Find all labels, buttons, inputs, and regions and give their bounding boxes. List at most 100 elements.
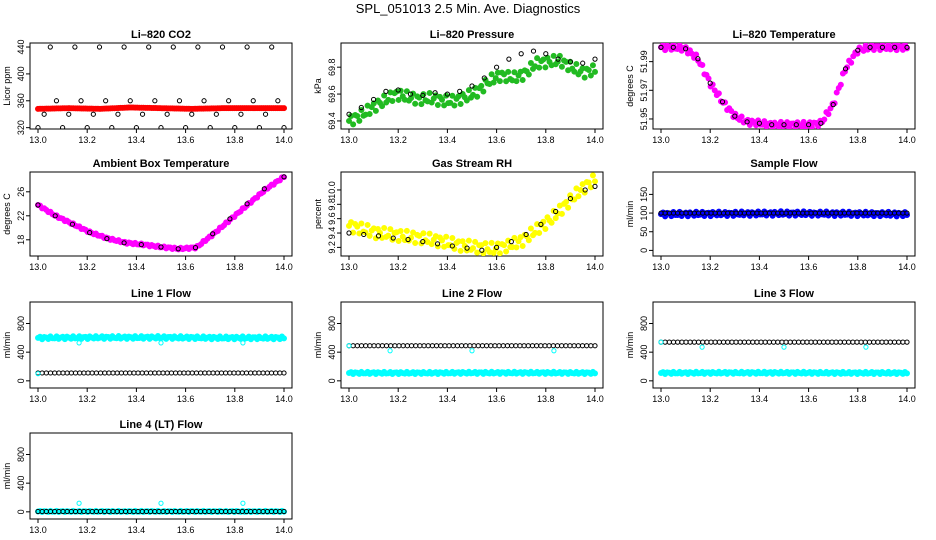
data-point — [354, 112, 361, 119]
x-tick-label: 13.0 — [652, 394, 670, 404]
y-tick-label: 360 — [16, 93, 26, 108]
data-point — [213, 111, 219, 117]
data-point — [525, 237, 532, 244]
x-tick-label: 13.2 — [701, 394, 719, 404]
data-point — [395, 87, 401, 93]
series-colored — [35, 174, 287, 253]
data-point — [273, 370, 279, 376]
data-point — [687, 339, 693, 345]
series-colored — [658, 43, 911, 129]
data-point — [494, 244, 500, 250]
y-tick-label: 0 — [639, 248, 649, 253]
y-tick-label: 50 — [639, 227, 649, 237]
data-point — [385, 232, 392, 239]
data-point — [465, 237, 472, 244]
y-axis-label: kPa — [313, 78, 323, 94]
y-tick-label: 800 — [16, 316, 26, 331]
panel-line4: Line 4 (LT) Flow 13.0 13.2 13.4 13.6 13.8 14.0… — [2, 419, 293, 535]
data-point — [554, 343, 561, 349]
data-point — [39, 370, 45, 376]
plot-frame — [29, 301, 293, 389]
data-point — [550, 343, 556, 349]
data-point — [350, 343, 356, 349]
data-point — [47, 44, 53, 50]
data-point — [239, 370, 245, 376]
x-tick-label: 13.2 — [701, 262, 719, 272]
data-point — [202, 370, 208, 376]
data-point — [527, 225, 534, 232]
panel-title: Li–820 CO2 — [131, 29, 191, 41]
data-point — [432, 90, 438, 96]
data-point — [405, 236, 411, 243]
data-point — [504, 343, 511, 349]
data-point — [240, 340, 246, 346]
data-point — [592, 178, 599, 185]
data-point — [585, 179, 592, 186]
data-point — [732, 113, 738, 119]
data-point — [779, 339, 785, 345]
data-point — [509, 343, 515, 349]
x-tick-label: 13.8 — [849, 394, 867, 404]
data-point — [97, 370, 104, 376]
data-point — [744, 119, 750, 125]
data-point — [846, 339, 852, 345]
data-point — [104, 236, 110, 242]
data-point — [109, 125, 115, 129]
series-colored — [35, 333, 287, 343]
data-point — [275, 98, 281, 104]
data-point — [821, 339, 827, 345]
data-point — [841, 339, 848, 345]
data-point — [488, 239, 495, 246]
data-point — [115, 111, 121, 117]
data-point — [565, 204, 572, 211]
data-point — [412, 100, 419, 107]
y-tick-label: 440 — [16, 40, 26, 55]
x-tick-label: 14.0 — [586, 135, 604, 145]
data-point — [60, 125, 66, 129]
x-tick-label: 13.0 — [29, 135, 47, 145]
data-point — [350, 229, 357, 236]
data-point — [548, 219, 555, 226]
data-point — [469, 83, 475, 89]
data-point — [691, 339, 697, 345]
data-point — [563, 199, 570, 206]
data-point — [816, 339, 823, 345]
data-point — [346, 230, 352, 236]
x-tick-label: 14.0 — [898, 394, 916, 404]
data-point — [346, 111, 352, 117]
data-point — [592, 68, 599, 75]
data-point — [78, 98, 84, 104]
data-point — [198, 370, 204, 376]
data-point — [592, 183, 598, 189]
data-point — [350, 121, 357, 128]
x-tick-label: 13.8 — [849, 262, 867, 272]
data-point — [175, 246, 181, 252]
y-axis-label: degrees C — [625, 65, 635, 107]
data-point — [261, 186, 267, 192]
data-point — [72, 370, 79, 376]
panel-title: Line 1 Flow — [131, 288, 191, 300]
data-point — [420, 230, 427, 237]
figure-title: SPL_051013 2.5 Min. Ave. Diagnostics — [355, 1, 581, 16]
panel-line2: Line 2 Flow 13.0 13.2 13.4 13.6 13.8 14.0 0 400 8… — [313, 288, 604, 404]
plot-area — [35, 500, 287, 516]
data-point — [361, 231, 367, 238]
data-point — [885, 43, 892, 48]
data-point — [183, 125, 189, 129]
data-point — [534, 343, 540, 349]
data-point — [551, 348, 557, 354]
data-point — [705, 75, 712, 82]
data-point — [390, 235, 396, 241]
panel-title: Line 3 Flow — [754, 288, 814, 300]
data-point — [89, 370, 95, 376]
data-point — [563, 343, 569, 349]
data-point — [536, 64, 543, 71]
x-tick-label: 13.6 — [177, 394, 195, 404]
data-point — [379, 343, 385, 349]
plot-area — [35, 44, 287, 129]
series-colored — [658, 368, 911, 378]
data-point — [825, 339, 831, 345]
data-point — [449, 243, 455, 249]
data-point — [403, 227, 410, 234]
data-point — [538, 343, 544, 349]
